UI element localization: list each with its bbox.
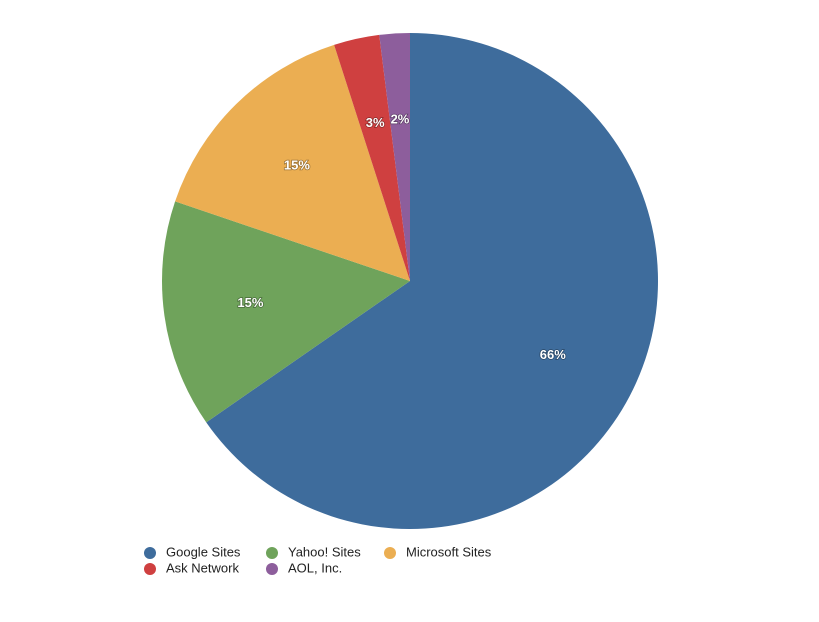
data-label: 66%: [540, 347, 566, 362]
legend-marker: [384, 547, 396, 559]
pie-slice: [334, 34, 410, 282]
legend-marker: [266, 563, 278, 575]
pie-slice: [175, 44, 410, 281]
data-label: 3%: [366, 115, 385, 130]
data-label: 15%: [284, 158, 310, 173]
legend-label: Yahoo! Sites: [288, 544, 361, 559]
legend-label: AOL, Inc.: [288, 560, 342, 575]
legend-marker: [266, 547, 278, 559]
legend-marker: [144, 547, 156, 559]
pie-slice: [379, 33, 410, 281]
legend-label: Microsoft Sites: [406, 544, 492, 559]
data-label: 15%: [237, 295, 263, 310]
legend-label: Ask Network: [166, 560, 239, 575]
legend-label: Google Sites: [166, 544, 241, 559]
pie-slice: [162, 201, 410, 423]
data-label: 2%: [391, 112, 410, 127]
pie-slice: [206, 33, 658, 529]
legend-marker: [144, 563, 156, 575]
